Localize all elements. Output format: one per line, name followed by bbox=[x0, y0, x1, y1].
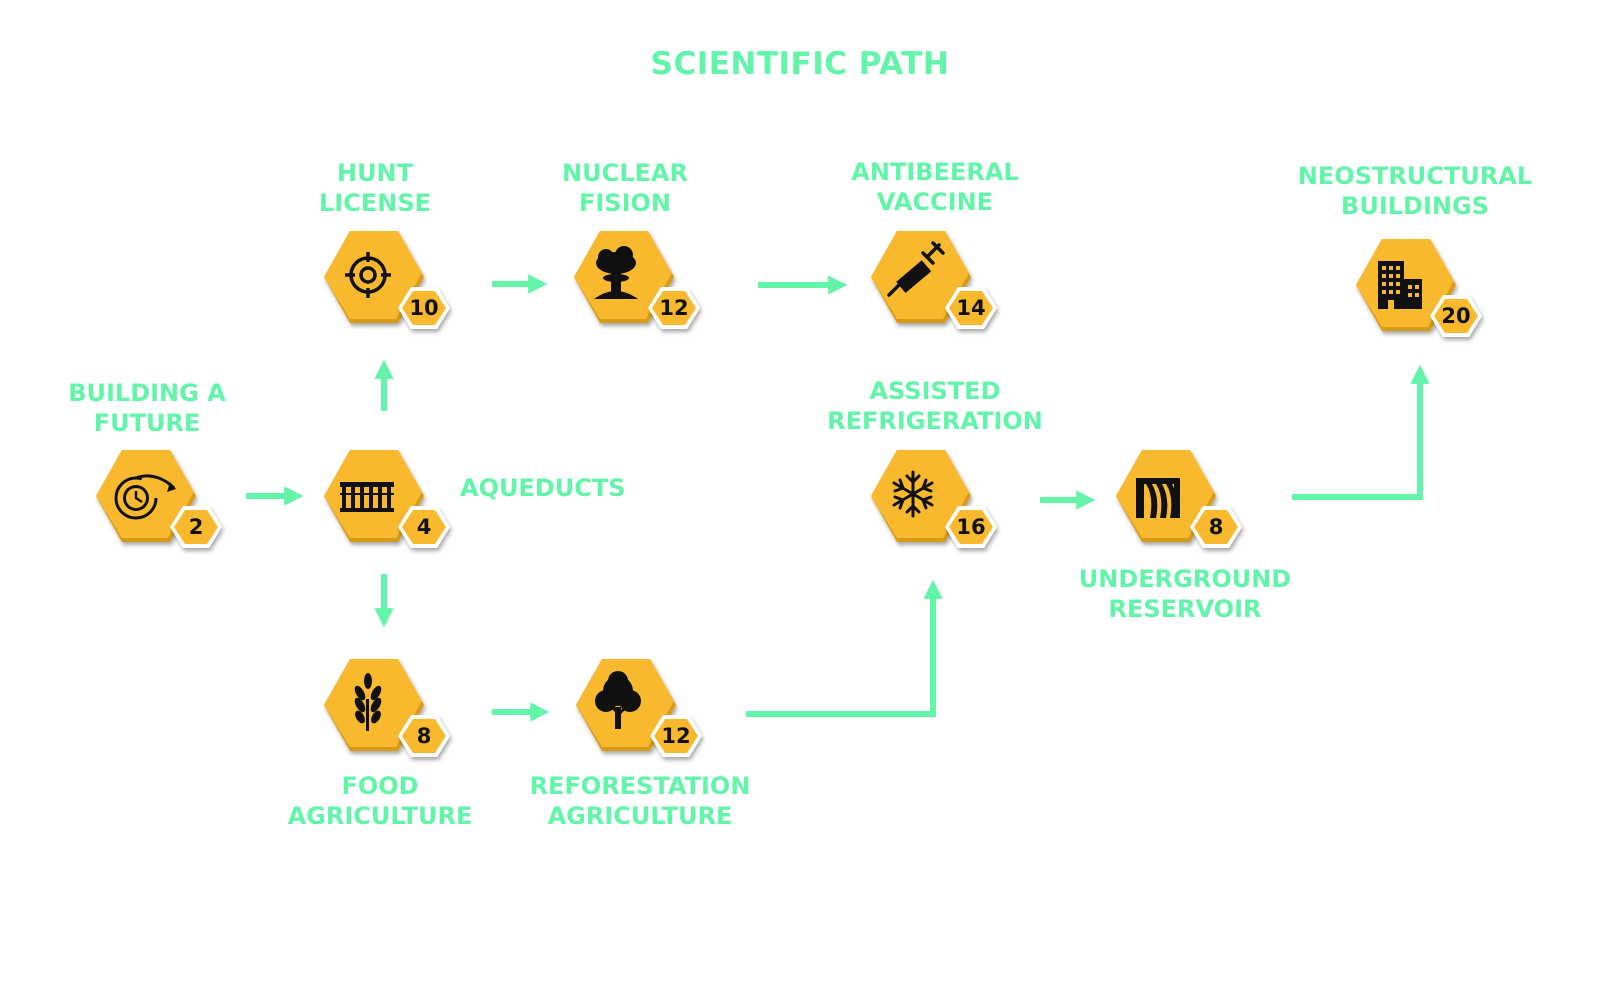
clock-arrow-icon bbox=[114, 474, 176, 520]
syringe-icon bbox=[887, 241, 945, 297]
cost-badge-value: 12 bbox=[659, 296, 688, 320]
mushroom-cloud-icon bbox=[594, 246, 638, 299]
tech-node-food-agriculture[interactable]: 8 bbox=[324, 659, 450, 757]
node-label-neostructural-buildings: NEOSTRUCTURAL BUILDINGS bbox=[1297, 162, 1533, 220]
arrow-reservoir-to-neostructural bbox=[1292, 364, 1430, 500]
cost-badge-value: 10 bbox=[409, 296, 438, 320]
node-label-food-agriculture: FOOD AGRICULTURE bbox=[287, 772, 473, 830]
cost-badge-value: 2 bbox=[189, 515, 204, 539]
node-label-underground-reservoir: UNDERGROUND RESERVOIR bbox=[1078, 565, 1292, 623]
tech-node-assisted-refrigeration[interactable]: 16 bbox=[871, 450, 997, 548]
aqueduct-icon bbox=[340, 482, 394, 512]
cost-badge-value: 20 bbox=[1441, 304, 1470, 328]
tech-node-building-a-future[interactable]: 2 bbox=[96, 450, 222, 548]
wheat-icon bbox=[354, 673, 382, 731]
cost-badge-value: 12 bbox=[661, 724, 690, 748]
cost-badge-value: 14 bbox=[956, 296, 985, 320]
node-label-reforestation-agriculture: REFORESTATION AGRICULTURE bbox=[529, 772, 751, 830]
dam-icon bbox=[1136, 478, 1180, 518]
crosshair-icon bbox=[345, 252, 391, 298]
tech-node-hunt-license[interactable]: 10 bbox=[324, 231, 450, 329]
tech-node-aqueducts[interactable]: 4 bbox=[324, 450, 450, 548]
node-label-assisted-refrigeration: ASSISTED REFRIGERATION bbox=[827, 377, 1043, 435]
cost-badge-value: 8 bbox=[417, 724, 432, 748]
tech-node-antibeeral-vaccine[interactable]: 14 bbox=[871, 231, 997, 329]
tech-node-nuclear-fission[interactable]: 12 bbox=[574, 231, 700, 329]
tree-icon bbox=[595, 671, 641, 729]
node-label-antibeeral-vaccine: ANTIBEERAL VACCINE bbox=[851, 158, 1019, 216]
buildings-icon bbox=[1378, 261, 1422, 309]
cost-badge-value: 4 bbox=[417, 515, 432, 539]
node-label-hunt-license: HUNT LICENSE bbox=[319, 159, 431, 217]
tech-node-reforestation-agriculture[interactable]: 12 bbox=[576, 659, 702, 757]
connector-arrows bbox=[246, 274, 1430, 722]
cost-badge-value: 16 bbox=[956, 515, 985, 539]
node-label-aqueducts: AQUEDUCTS bbox=[460, 474, 626, 502]
snowflake-icon bbox=[892, 470, 934, 518]
node-label-nuclear-fission: NUCLEAR FISION bbox=[562, 159, 688, 217]
cost-badge-value: 8 bbox=[1209, 515, 1224, 539]
page-title: SCIENTIFIC PATH bbox=[650, 46, 950, 82]
node-label-building-a-future: BUILDING A FUTURE bbox=[68, 379, 226, 437]
tech-node-underground-reservoir[interactable]: 8 bbox=[1116, 450, 1242, 548]
arrow-reforestation-to-refrigeration bbox=[746, 579, 943, 717]
tech-node-neostructural-buildings[interactable]: 20 bbox=[1356, 239, 1482, 337]
